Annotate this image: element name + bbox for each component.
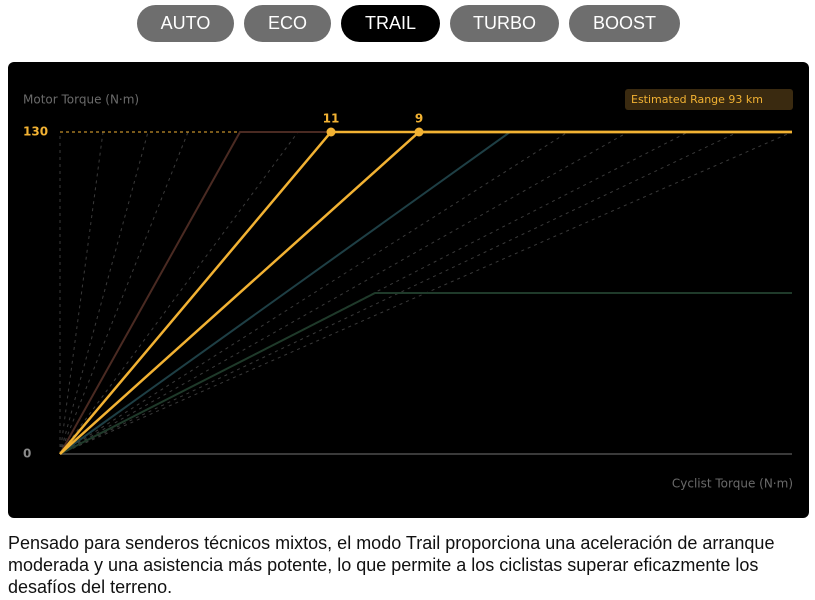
mode-tab[interactable]: ECO — [244, 5, 331, 42]
y-tick-label: 130 — [23, 125, 48, 139]
description: Pensado para senderos técnicos mixtos, e… — [8, 533, 775, 597]
mode-tabs: AUTO ECO TRAIL TURBO BOOST — [0, 5, 815, 42]
chart-panel: Motor Torque (N·m) Cyclist Torque (N·m) … — [8, 62, 809, 518]
mode-tab[interactable]: TURBO — [450, 5, 559, 42]
marker-label: 11 — [323, 112, 340, 126]
range-button[interactable] — [625, 89, 793, 110]
marker — [414, 127, 424, 137]
marker — [326, 127, 336, 137]
marker-label: 9 — [415, 112, 423, 126]
y-tick-label: 0 — [23, 447, 31, 461]
x-axis-label: Cyclist Torque (N·m) — [672, 477, 793, 491]
curve — [59, 292, 792, 455]
range-button-text[interactable]: Estimated Range 93 km — [631, 93, 763, 106]
chart: Motor Torque (N·m) Cyclist Torque (N·m) … — [23, 89, 793, 491]
y-axis-label: Motor Torque (N·m) — [23, 93, 139, 107]
mode-tab[interactable]: BOOST — [569, 5, 680, 42]
mode-tab[interactable]: TRAIL — [341, 5, 440, 42]
mode-tab[interactable]: AUTO — [137, 5, 234, 42]
